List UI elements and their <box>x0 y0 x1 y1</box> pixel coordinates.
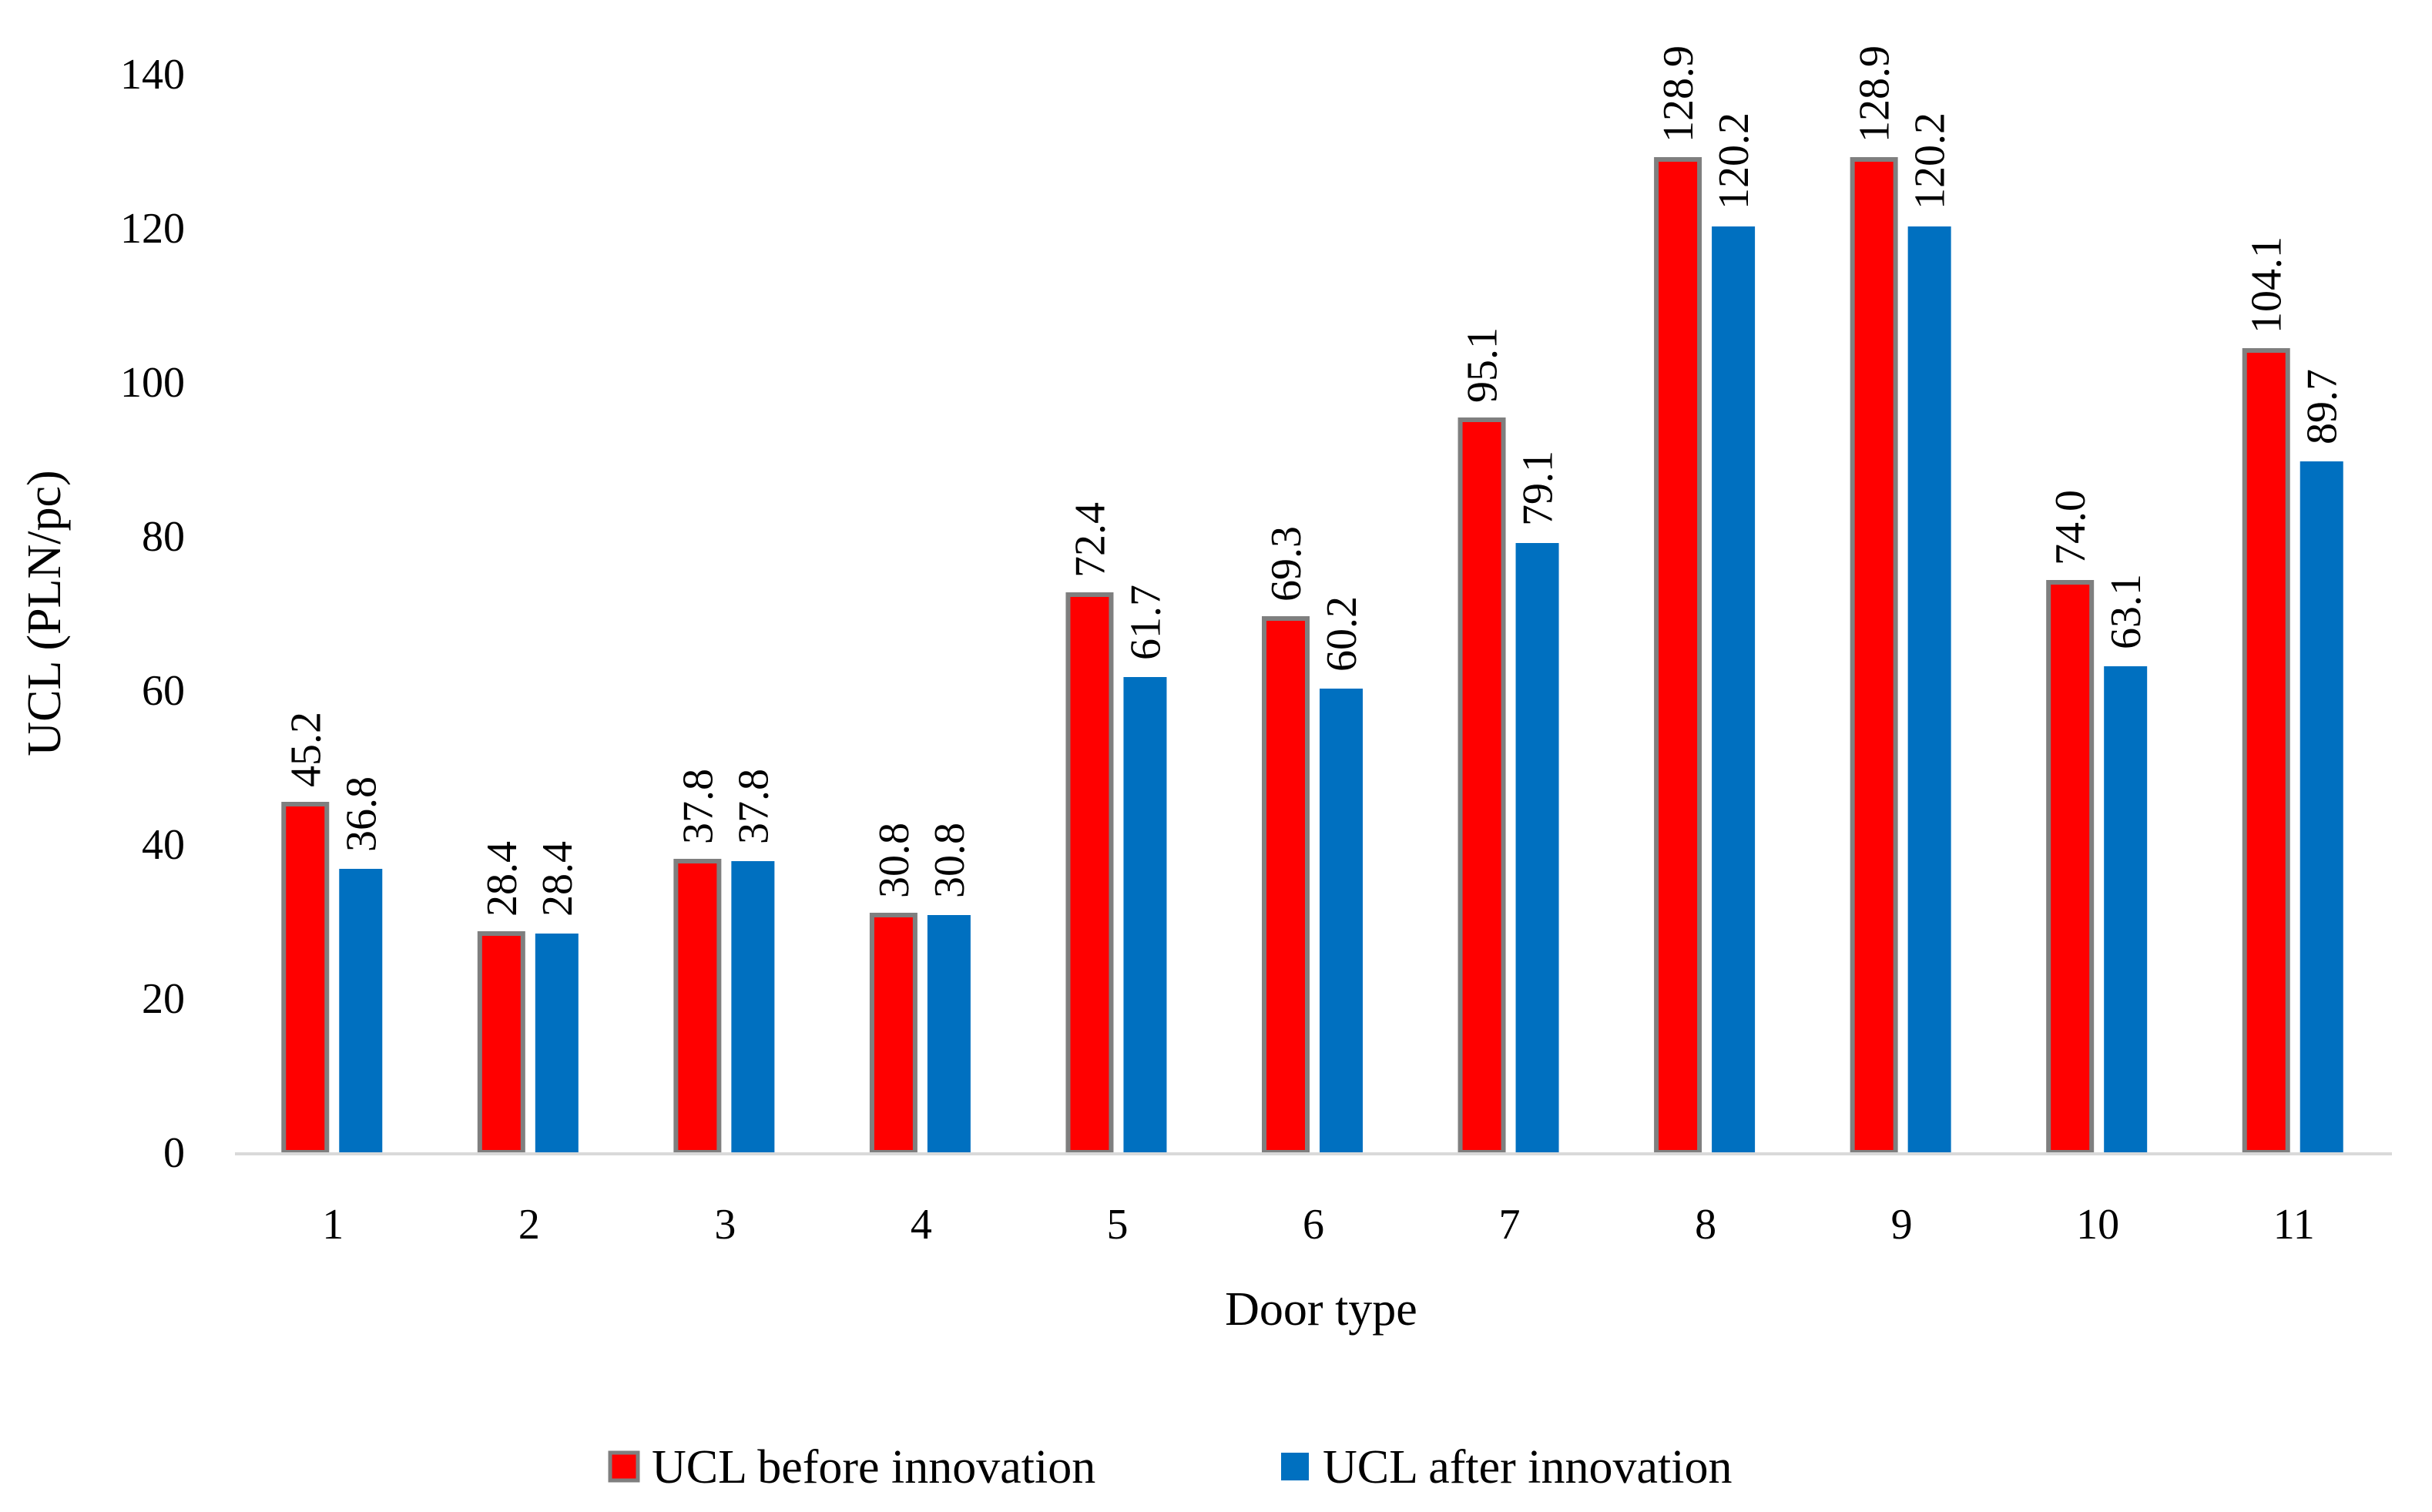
data-label-before: 104.1 <box>2243 236 2291 334</box>
data-label-before: 30.8 <box>870 823 918 898</box>
bar-before-innovation <box>2046 580 2095 1155</box>
legend-swatch-before <box>608 1450 640 1483</box>
bar-before-innovation <box>477 931 525 1155</box>
x-axis-ticks: 1 2 3 4 5 6 7 8 9 10 11 <box>322 1201 2314 1249</box>
y-tick-label: 20 <box>142 975 185 1023</box>
bar-after-innovation <box>1712 226 1756 1152</box>
bar-after-innovation <box>1320 689 1363 1152</box>
bar-before-innovation <box>1458 417 1506 1155</box>
data-label-before: 45.2 <box>282 712 330 787</box>
data-label-before: 128.9 <box>1655 45 1702 142</box>
y-tick-label: 0 <box>163 1129 185 1177</box>
bars-group <box>281 157 2343 1155</box>
y-tick-label: 60 <box>142 667 185 715</box>
x-tick-label: 2 <box>518 1201 540 1249</box>
y-tick-label: 140 <box>120 51 185 99</box>
legend-label-after: UCL after innovation <box>1323 1441 1732 1494</box>
data-label-after: 120.2 <box>1710 112 1758 210</box>
data-label-after: 120.2 <box>1907 112 1954 210</box>
legend: UCL before innovation UCL after innovatio… <box>608 1441 1732 1494</box>
bar-before-innovation <box>1262 616 1310 1155</box>
data-label-before: 69.3 <box>1263 526 1310 602</box>
bar-before-innovation <box>1654 157 1702 1155</box>
data-label-before: 37.8 <box>674 769 722 844</box>
bar-after-innovation <box>1907 226 1951 1152</box>
bar-before-innovation <box>1065 592 1114 1155</box>
legend-swatch-after <box>1281 1453 1309 1480</box>
data-label-before: 128.9 <box>1851 45 1899 142</box>
data-label-after: 61.7 <box>1122 585 1169 660</box>
data-label-after: 60.2 <box>1318 596 1366 672</box>
x-axis-title: Door type <box>1225 1283 1417 1336</box>
y-tick-label: 120 <box>120 205 185 253</box>
data-label-before: 95.1 <box>1459 327 1507 403</box>
x-tick-label: 3 <box>714 1201 736 1249</box>
bar-before-innovation <box>673 859 722 1155</box>
legend-label-before: UCL before innovation <box>652 1441 1095 1494</box>
data-label-before: 72.4 <box>1066 502 1114 578</box>
y-tick-label: 80 <box>142 513 185 561</box>
x-tick-label: 9 <box>1891 1201 1913 1249</box>
x-tick-label: 10 <box>2076 1201 2119 1249</box>
data-label-after: 36.8 <box>337 776 385 852</box>
x-tick-label: 8 <box>1695 1201 1716 1249</box>
y-tick-label: 100 <box>120 359 185 407</box>
bar-after-innovation <box>731 861 775 1152</box>
x-tick-label: 11 <box>2273 1201 2315 1249</box>
data-label-after: 79.1 <box>1515 451 1562 526</box>
bar-before-innovation <box>869 913 917 1155</box>
bar-after-innovation <box>535 934 579 1152</box>
data-label-before: 28.4 <box>478 841 526 917</box>
bar-after-innovation <box>1515 543 1559 1152</box>
data-label-after: 28.4 <box>534 841 582 917</box>
bar-after-innovation <box>2299 461 2343 1152</box>
bar-before-innovation <box>1850 157 1898 1155</box>
data-label-after: 37.8 <box>730 769 777 844</box>
y-axis-ticks: 0 20 40 60 80 100 120 140 <box>120 51 185 1177</box>
y-axis-title: UCL (PLN/pc) <box>18 470 71 756</box>
data-label-after: 89.7 <box>2299 369 2346 444</box>
x-tick-label: 7 <box>1499 1201 1521 1249</box>
bar-after-innovation <box>1123 677 1167 1152</box>
data-labels-group: 45.236.8 28.4 28.4 37.8 37.8 30.8 30.8 72.461.7… <box>282 45 2346 917</box>
data-label-after: 30.8 <box>926 823 974 898</box>
data-label-before: 74.0 <box>2047 490 2095 565</box>
bar-before-innovation <box>2242 348 2290 1155</box>
data-label-after: 63.1 <box>2102 574 2150 649</box>
bar-before-innovation <box>281 802 330 1155</box>
bar-after-innovation <box>2104 666 2148 1152</box>
bar-after-innovation <box>927 915 971 1152</box>
y-tick-label: 40 <box>142 821 185 869</box>
bar-after-innovation <box>339 869 383 1152</box>
x-tick-label: 4 <box>911 1201 932 1249</box>
x-tick-label: 6 <box>1303 1201 1324 1249</box>
x-tick-label: 5 <box>1106 1201 1128 1249</box>
x-tick-label: 1 <box>322 1201 344 1249</box>
